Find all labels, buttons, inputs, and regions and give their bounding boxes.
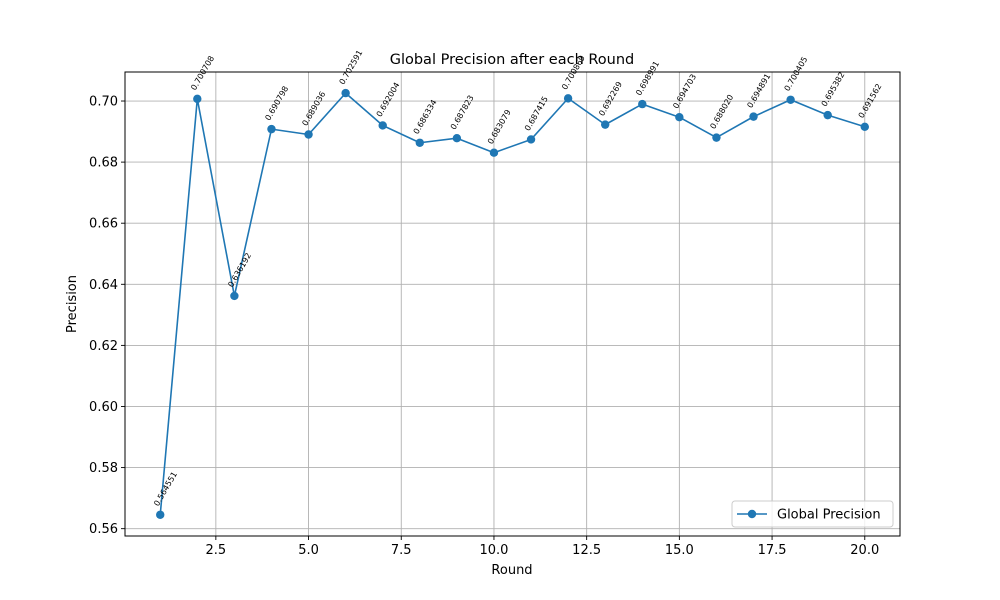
data-point (601, 120, 610, 129)
x-tick-label: 12.5 (572, 543, 601, 558)
data-point (341, 88, 350, 98)
y-tick-label: 0.68 (89, 156, 118, 171)
x-tick-label: 2.5 (206, 543, 227, 558)
data-point (563, 94, 573, 103)
data-point (415, 138, 424, 147)
data-point (156, 510, 165, 519)
chart-title: Global Precision after each Round (390, 52, 635, 68)
plot-frame (124, 71, 901, 537)
data-point (526, 135, 536, 144)
legend-marker-swatch (747, 509, 757, 519)
series-line (159, 92, 866, 515)
y-axis-label: Precision (65, 275, 80, 333)
data-point (675, 112, 684, 122)
data-point (712, 133, 721, 142)
series-global-precision (156, 88, 869, 519)
data-point (304, 130, 313, 139)
data-point (378, 121, 387, 130)
x-tick-label: 20.0 (850, 543, 879, 558)
data-point (230, 291, 239, 301)
data-point (823, 110, 832, 120)
data-point (786, 95, 795, 104)
data-point (452, 134, 462, 143)
data-point (749, 112, 758, 121)
data-point (267, 124, 276, 134)
x-tick-label: 10.0 (479, 543, 508, 558)
y-tick-label: 0.56 (89, 522, 118, 537)
legend-box (731, 500, 894, 528)
x-axis-ticks: 2.5 5.0 7.5 10.0 12.5 15.0 17.5 20.0 (206, 536, 879, 558)
x-tick-label: 5.0 (298, 543, 319, 558)
y-tick-label: 0.58 (89, 461, 118, 476)
x-axis-label: Round (491, 563, 532, 578)
x-tick-label: 7.5 (391, 543, 412, 558)
data-point (489, 148, 499, 157)
x-tick-label: 17.5 (758, 543, 787, 558)
y-tick-label: 0.64 (89, 278, 118, 293)
legend-label: Global Precision (777, 508, 881, 523)
x-tick-label: 15.0 (665, 543, 694, 558)
y-tick-label: 0.62 (89, 339, 118, 354)
data-point (638, 99, 647, 109)
legend: Global Precision (731, 500, 894, 528)
grid (125, 72, 900, 536)
y-tick-label: 0.70 (89, 95, 118, 110)
data-point (193, 94, 202, 104)
data-point (860, 122, 869, 131)
y-tick-label: 0.60 (89, 400, 118, 415)
y-tick-label: 0.66 (89, 217, 118, 232)
y-axis-ticks: 0.56 0.58 0.60 0.62 0.64 0.66 0.68 0.70 (89, 95, 125, 537)
